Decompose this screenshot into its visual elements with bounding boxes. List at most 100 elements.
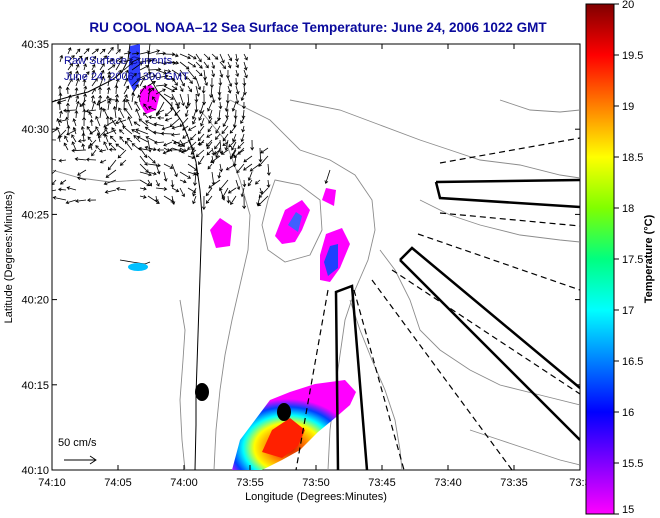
current-vector — [91, 63, 96, 71]
current-vector — [225, 69, 230, 79]
current-vector — [124, 107, 133, 119]
current-vector — [195, 85, 200, 97]
current-vector — [187, 53, 197, 60]
current-vector — [211, 61, 216, 70]
current-vector — [103, 119, 117, 128]
colorbar-tick-label: 18.5 — [622, 152, 643, 164]
current-vector — [195, 77, 202, 91]
current-vector — [75, 55, 83, 63]
current-vector — [211, 53, 219, 60]
current-vector — [201, 195, 206, 211]
colorbar-tick-label: 17.5 — [622, 254, 643, 266]
current-vector — [171, 85, 178, 90]
current-vector — [145, 136, 157, 143]
current-vector — [235, 53, 239, 62]
current-vector — [83, 85, 88, 95]
current-vector — [74, 157, 87, 162]
current-vector — [87, 136, 93, 143]
current-vector — [163, 163, 174, 169]
current-vector — [243, 155, 253, 163]
current-vector — [179, 53, 191, 60]
current-vector — [77, 169, 87, 176]
warm-core — [262, 418, 305, 458]
current-vector — [224, 101, 229, 112]
current-vector — [201, 85, 206, 94]
current-vector — [171, 187, 180, 193]
current-vector — [102, 108, 109, 119]
current-vector — [99, 69, 105, 79]
current-vector — [99, 48, 106, 55]
current-vector — [135, 128, 149, 135]
x-tick-label: 73:35 — [500, 477, 528, 489]
current-vector — [203, 77, 208, 86]
current-vector — [74, 87, 79, 95]
current-vector — [96, 99, 107, 106]
current-vector — [154, 195, 159, 203]
current-vector — [198, 155, 205, 166]
x-tick-label: 73:40 — [434, 477, 462, 489]
current-vector — [138, 118, 149, 127]
current-vector — [208, 117, 213, 124]
current-vector — [66, 186, 77, 191]
current-vector — [52, 129, 57, 134]
current-vector — [95, 145, 101, 151]
current-vector — [214, 117, 221, 125]
current-vector — [117, 149, 127, 159]
box-diagonal — [399, 246, 580, 441]
current-vector — [143, 112, 149, 119]
current-vector — [131, 62, 143, 71]
current-vector — [187, 77, 193, 84]
current-vector — [143, 103, 149, 111]
current-vector — [97, 129, 107, 139]
current-vector — [187, 125, 197, 131]
current-vector — [229, 147, 237, 160]
current-vector — [115, 78, 120, 87]
current-vector — [208, 179, 221, 189]
current-vector — [235, 85, 240, 95]
current-vector — [229, 125, 237, 134]
x-tick-label: 73:3 — [569, 477, 590, 489]
current-vector — [98, 94, 103, 103]
current-vector — [58, 158, 67, 163]
current-vector — [232, 117, 237, 128]
current-vector — [131, 51, 140, 56]
current-vector — [124, 140, 133, 151]
current-vector — [218, 139, 223, 155]
current-vector — [220, 149, 229, 155]
current-vector — [179, 179, 187, 184]
current-vector — [139, 179, 151, 187]
current-vector — [179, 69, 188, 80]
current-vector — [139, 71, 152, 79]
current-vector — [211, 93, 216, 104]
current-vector — [139, 85, 146, 95]
current-vector — [137, 94, 141, 103]
current-vector — [99, 55, 108, 63]
current-vector — [235, 69, 240, 78]
current-vector — [71, 134, 77, 143]
current-vector — [171, 53, 179, 58]
current-vector — [184, 109, 189, 118]
current-vector — [171, 125, 181, 130]
current-vector — [131, 84, 139, 95]
current-vector — [126, 98, 133, 111]
current-vector — [170, 132, 181, 137]
current-vector — [198, 139, 205, 146]
current-vector — [77, 139, 87, 143]
current-vector — [147, 163, 161, 168]
current-vector — [139, 50, 151, 55]
current-vector — [217, 171, 222, 179]
current-vector — [91, 48, 99, 55]
current-vector — [90, 94, 95, 103]
current-vector — [243, 163, 253, 171]
current-vector — [131, 92, 136, 103]
current-vector — [89, 118, 94, 127]
current-vector — [222, 117, 229, 128]
current-vector — [227, 53, 233, 62]
current-vector — [152, 96, 157, 103]
current-vector — [65, 102, 70, 111]
y-tick-label: 40:15 — [21, 380, 49, 392]
colorbar-tick-label: 16.5 — [622, 356, 643, 368]
current-vector — [179, 171, 192, 179]
annotation-line1: Raw Surface Currents — [64, 55, 173, 67]
current-vector — [155, 179, 160, 187]
